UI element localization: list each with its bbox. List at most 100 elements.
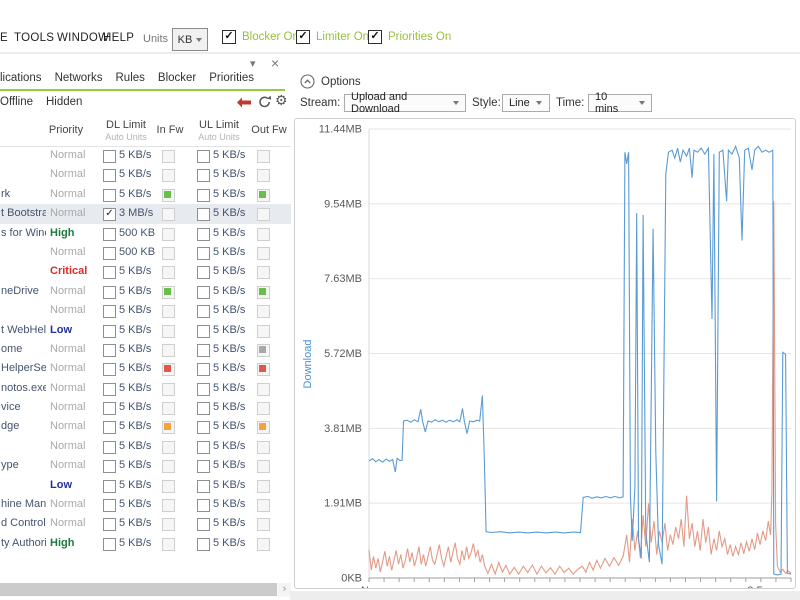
priority-value[interactable]: Normal [50,420,86,433]
menu-item-fragment[interactable]: E [0,32,8,44]
dl-limit-checkbox[interactable] [103,460,116,474]
ul-limit-checkbox[interactable] [197,421,210,435]
in-fw-indicator[interactable] [162,266,175,280]
dl-limit-checkbox[interactable] [103,305,116,319]
in-fw-indicator[interactable] [162,382,175,396]
in-fw-indicator[interactable] [162,246,175,260]
tab-blocker[interactable]: Blocker [157,72,197,84]
in-fw-indicator[interactable] [162,305,175,319]
priority-value[interactable]: Critical [50,265,88,278]
dl-limit-checkbox[interactable] [103,169,116,183]
ul-limit-checkbox[interactable] [197,363,210,377]
out-fw-indicator[interactable] [257,499,270,513]
out-fw-indicator[interactable] [257,343,270,357]
table-row[interactable]: notos.exe Normal 5 KB/s 5 KB/s [0,379,291,398]
menu-item-window[interactable]: WINDOW [57,32,110,44]
ul-limit-checkbox[interactable] [197,402,210,416]
filter-hidden[interactable]: Hidden [46,96,83,108]
priority-value[interactable]: Normal [50,342,86,355]
table-row[interactable]: s for Winc High 500 KB 5 KB/s [0,224,291,243]
table-row[interactable]: Normal 500 KB 5 KB/s [0,243,291,262]
blocker-toggle[interactable]: ✓ Blocker On [222,30,299,44]
ul-limit-checkbox[interactable] [197,382,210,396]
out-fw-indicator[interactable] [257,246,270,260]
out-fw-indicator[interactable] [257,150,270,163]
table-row[interactable]: ty Authori High 5 KB/s 5 KB/s [0,534,291,553]
ul-limit-checkbox[interactable] [197,169,210,183]
panel-close-icon[interactable]: × [271,55,280,71]
in-fw-indicator[interactable] [162,537,175,551]
table-row[interactable]: t Bootstra Normal ✓ 3 MB/s 5 KB/s [0,204,291,224]
ul-limit-checkbox[interactable] [197,343,210,357]
table-row[interactable]: ome Normal 5 KB/s 5 KB/s [0,340,291,359]
table-row[interactable]: d Controlle Normal 5 KB/s 5 KB/s [0,514,291,533]
dl-limit-checkbox[interactable] [103,266,116,280]
ul-limit-checkbox[interactable] [197,227,210,241]
dl-limit-checkbox[interactable] [103,246,116,260]
dl-limit-checkbox[interactable] [103,421,116,435]
in-fw-indicator[interactable] [162,150,175,163]
priority-value[interactable]: Normal [50,245,86,258]
table-row[interactable]: ype Normal 5 KB/s 5 KB/s [0,456,291,475]
priority-value[interactable]: Normal [50,187,86,200]
in-fw-indicator[interactable] [162,518,175,532]
priority-value[interactable]: Normal [50,401,86,414]
out-fw-indicator[interactable] [257,227,270,241]
in-fw-indicator[interactable] [162,285,175,299]
priority-value[interactable]: Normal [50,517,86,530]
in-fw-indicator[interactable] [162,188,175,202]
in-fw-indicator[interactable] [162,324,175,338]
out-fw-indicator[interactable] [257,382,270,396]
stream-dropdown[interactable]: Upload and Download [344,91,466,115]
priority-value[interactable]: Normal [50,381,86,394]
table-row[interactable]: vice Normal 5 KB/s 5 KB/s [0,398,291,417]
in-fw-indicator[interactable] [162,499,175,513]
dl-limit-checkbox[interactable] [103,440,116,454]
out-fw-indicator[interactable] [257,266,270,280]
ul-limit-checkbox[interactable] [197,537,210,551]
out-fw-indicator[interactable] [257,208,270,222]
ul-limit-checkbox[interactable] [197,499,210,513]
panel-minimize-icon[interactable]: ▾ [250,58,256,70]
ul-limit-checkbox[interactable] [197,150,210,163]
priority-value[interactable]: Low [50,478,72,491]
dl-limit-checkbox[interactable]: ✓ [103,208,116,222]
style-dropdown[interactable]: Line [502,94,550,112]
in-fw-indicator[interactable] [162,169,175,183]
horizontal-scrollbar[interactable]: › [0,583,291,597]
ul-limit-checkbox[interactable] [197,518,210,532]
priority-value[interactable]: Normal [50,149,86,161]
scrollbar-thumb[interactable] [0,583,277,596]
dl-limit-checkbox[interactable] [103,285,116,299]
column-priority[interactable]: Priority [48,124,84,136]
priority-value[interactable]: Normal [50,284,86,297]
gear-icon[interactable]: ⚙ [275,92,288,108]
table-row[interactable]: neDrive Normal 5 KB/s 5 KB/s [0,282,291,301]
priority-value[interactable]: High [50,226,75,239]
ul-limit-checkbox[interactable] [197,460,210,474]
out-fw-indicator[interactable] [257,305,270,319]
dl-limit-checkbox[interactable] [103,479,116,493]
filter-offline[interactable]: Offline [0,96,34,108]
out-fw-indicator[interactable] [257,518,270,532]
table-row[interactable]: Normal 5 KB/s 5 KB/s [0,301,291,320]
out-fw-indicator[interactable] [257,479,270,493]
ul-limit-checkbox[interactable] [197,440,210,454]
in-fw-indicator[interactable] [162,460,175,474]
priority-value[interactable]: Normal [50,459,86,472]
in-fw-indicator[interactable] [162,227,175,241]
units-dropdown[interactable]: KB [172,28,208,51]
priority-value[interactable]: Normal [50,168,86,181]
out-fw-indicator[interactable] [257,460,270,474]
table-row[interactable]: Normal 5 KB/s 5 KB/s [0,437,291,456]
dl-limit-checkbox[interactable] [103,227,116,241]
in-fw-indicator[interactable] [162,343,175,357]
menu-item-tools[interactable]: TOOLS [14,32,55,44]
ul-limit-checkbox[interactable] [197,188,210,202]
in-fw-indicator[interactable] [162,440,175,454]
table-row[interactable]: dge Normal 5 KB/s 5 KB/s [0,417,291,436]
out-fw-indicator[interactable] [257,537,270,551]
ul-limit-checkbox[interactable] [197,208,210,222]
priority-value[interactable]: Normal [50,207,86,220]
out-fw-indicator[interactable] [257,169,270,183]
